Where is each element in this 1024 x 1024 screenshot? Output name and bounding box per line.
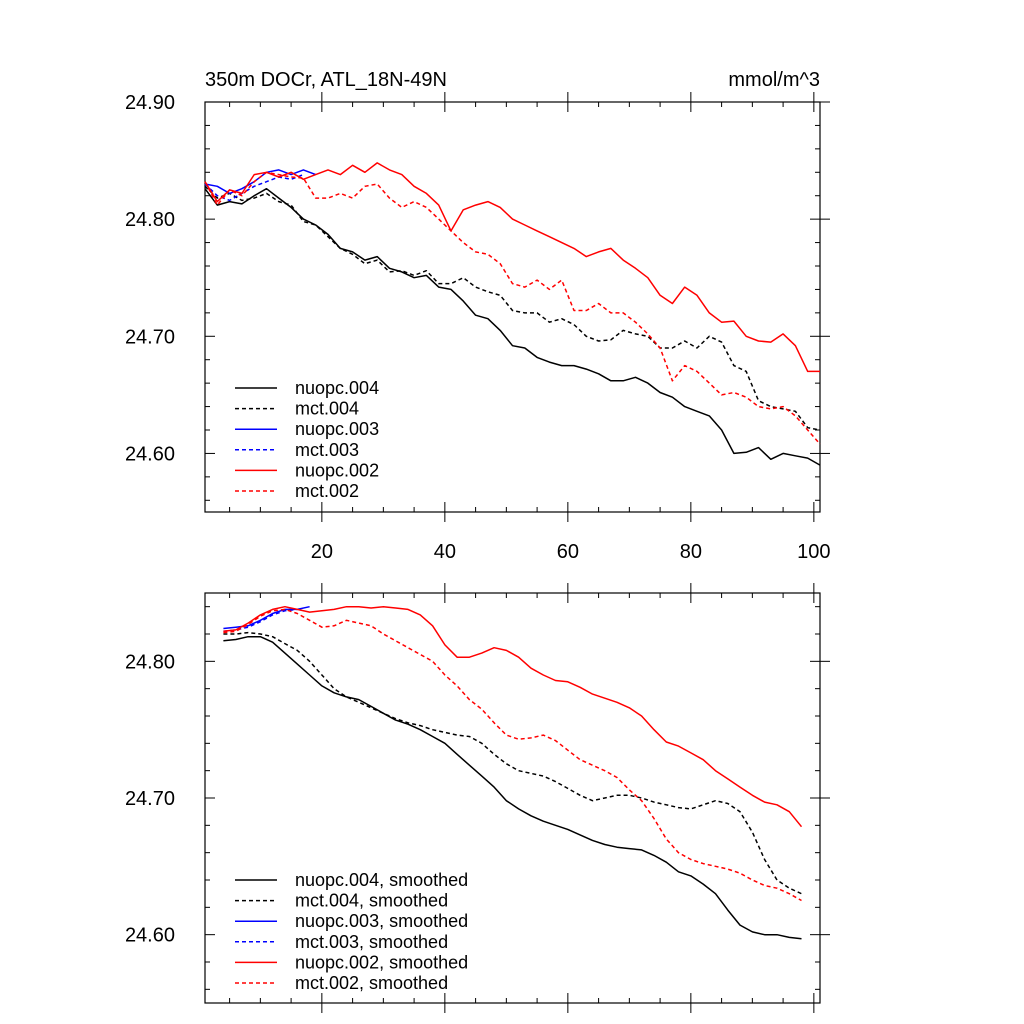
series-line-nuopc-002 [204,162,820,373]
y-tick-label: 24.70 [125,788,175,810]
series-line-mct-002-smoothed [223,608,802,902]
y-tick-label: 24.80 [125,651,175,673]
series-line-mct-003-smoothed [223,608,298,633]
series-line-mct-004-smoothed [223,631,802,895]
plot-frame [204,101,821,513]
x-tick-label: 60 [557,541,579,563]
legend-label: mct.002, smoothed [295,973,448,993]
x-tick-label: 40 [434,541,456,563]
legend-label: nuopc.003 [295,419,379,439]
series-line-mct-004 [204,185,821,431]
legend-label: mct.004 [295,399,359,419]
chart-units: mmol/m^3 [728,69,820,91]
y-tick-label: 24.90 [125,92,175,114]
legend-label: mct.003, smoothed [295,932,448,952]
y-tick-label: 24.60 [125,443,175,465]
legend-label: nuopc.004, smoothed [295,870,468,890]
series-line-nuopc-002-smoothed [223,605,803,828]
x-tick-label: 20 [311,541,333,563]
legend-label: nuopc.003, smoothed [295,911,468,931]
chart-title: 350m DOCr, ATL_18N-49N [205,69,447,91]
series-line-mct-002 [204,171,821,445]
x-tick-label: 100 [797,541,830,563]
legend-label: nuopc.004 [295,378,379,398]
legend-label: nuopc.002, smoothed [295,952,468,972]
legend-label: mct.003 [295,440,359,460]
legend-label: mct.004, smoothed [295,891,448,911]
y-tick-label: 24.80 [125,209,175,231]
legend-label: mct.002 [295,481,359,501]
legend-label: nuopc.002 [295,460,379,480]
series-line-nuopc-004 [204,187,821,466]
y-tick-label: 24.70 [125,326,175,348]
series-line-nuopc-004-smoothed [223,635,802,940]
y-tick-label: 24.60 [125,925,175,947]
x-tick-label: 80 [680,541,702,563]
panel-top: 350m DOCr, ATL_18N-49N mmol/m^3 20 40 60 80… [125,69,831,563]
